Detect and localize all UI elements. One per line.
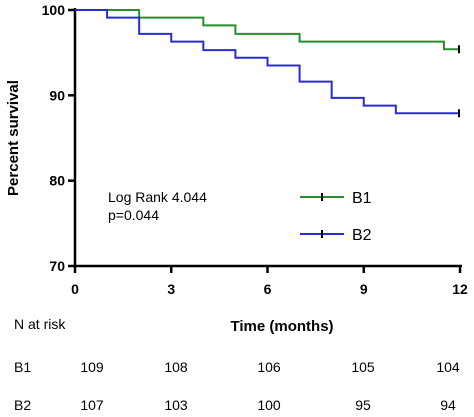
- x-tick-label: 6: [264, 281, 272, 297]
- y-tick-label: 90: [49, 87, 65, 103]
- risk-value: 107: [80, 397, 104, 413]
- x-tick-label: 3: [167, 281, 175, 297]
- y-tick-label: 100: [42, 2, 66, 18]
- annotation: Log Rank 4.044 p=0.044: [108, 189, 207, 223]
- risk-value: 105: [351, 359, 375, 375]
- x-axis-label: Time (months): [230, 318, 333, 335]
- series-line-b1: [75, 9, 460, 51]
- risk-row-label: B2: [14, 397, 31, 413]
- x-tick-label: 0: [71, 281, 79, 297]
- risk-value: 106: [257, 359, 281, 375]
- risk-value: 108: [164, 359, 188, 375]
- p-value-text: p=0.044: [108, 207, 159, 223]
- risk-table-header: N at risk: [14, 316, 66, 332]
- log-rank-text: Log Rank 4.044: [108, 189, 207, 205]
- y-tick-label: 70: [49, 258, 65, 274]
- risk-value: 95: [355, 397, 371, 413]
- y-axis-label: Percent survival: [5, 80, 22, 196]
- legend-label-b1: B1: [352, 190, 372, 207]
- risk-table: N at risk B1 109 108 106 105 104 B2 107 103 100 95…: [14, 316, 460, 413]
- risk-value: 109: [80, 359, 104, 375]
- x-tick-label: 9: [360, 281, 368, 297]
- y-tick-label: 80: [49, 173, 65, 189]
- series-line-b2: [75, 9, 460, 115]
- legend: B1 B2: [300, 190, 372, 244]
- risk-value: 100: [257, 397, 281, 413]
- risk-value: 94: [440, 397, 456, 413]
- risk-row-label: B1: [14, 359, 31, 375]
- series-layer: [75, 9, 460, 118]
- risk-value: 104: [436, 359, 460, 375]
- x-tick-label: 12: [452, 281, 468, 297]
- legend-label-b2: B2: [352, 227, 372, 244]
- risk-value: 103: [164, 397, 188, 413]
- axes: 70 80 90 100 0 3 6 9 12 Percent survival Time (mon…: [5, 2, 468, 335]
